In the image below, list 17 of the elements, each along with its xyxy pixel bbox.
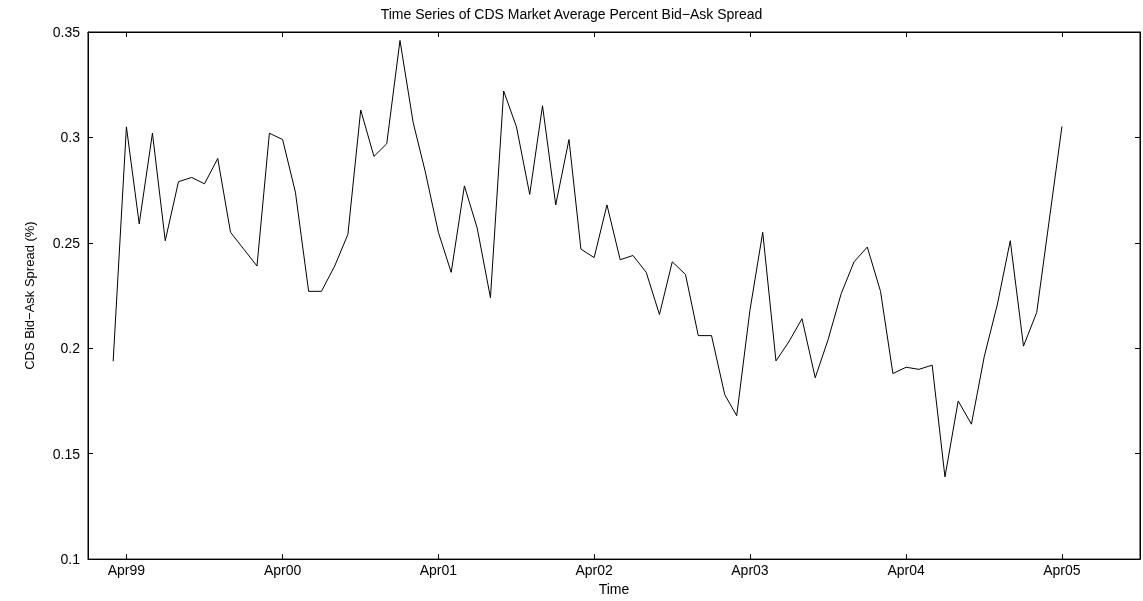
x-tick-label: Apr03 <box>731 562 769 579</box>
x-tick-label: Apr02 <box>575 562 614 579</box>
y-tick-label: 0.1 <box>60 551 81 568</box>
chart-title: Time Series of CDS Market Average Percent Bid−Ask Spread <box>380 6 763 22</box>
x-tick-label: Apr04 <box>887 562 926 579</box>
x-axis-title: Time <box>598 581 630 597</box>
y-tick-label: 0.3 <box>60 129 81 146</box>
y-tick-label: 0.25 <box>52 234 81 251</box>
y-tick-label: 0.35 <box>52 24 81 40</box>
line-series <box>112 39 1063 478</box>
y-tick-label: 0.15 <box>52 445 81 462</box>
x-tick-label: Apr05 <box>1043 562 1081 579</box>
y-axis-title: CDS Bid−Ask Spread (%) <box>22 221 37 370</box>
y-tick-label: 0.2 <box>60 340 81 357</box>
x-tick-label: Apr00 <box>263 562 302 579</box>
x-tick-label: Apr01 <box>419 562 458 579</box>
x-tick-label: Apr99 <box>107 562 146 579</box>
